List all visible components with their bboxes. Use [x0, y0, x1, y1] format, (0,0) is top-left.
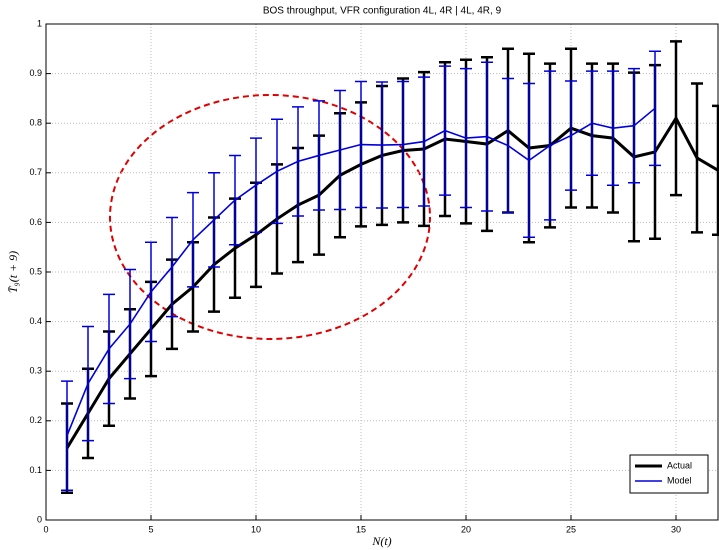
x-tick-label: 5 — [148, 524, 153, 534]
error-bar — [670, 40, 682, 197]
y-tick-label: 0.5 — [29, 266, 42, 276]
error-bar — [166, 216, 178, 318]
x-tick-label: 0 — [43, 524, 48, 534]
y-tick-label: 1 — [37, 18, 42, 28]
error-bar — [523, 82, 535, 239]
error-bar — [61, 380, 73, 491]
plot-frame — [45, 23, 719, 521]
x-tick-label: 10 — [251, 524, 261, 534]
highlight-ellipse — [109, 94, 431, 340]
error-bar — [145, 241, 157, 343]
y-tick-label: 0.6 — [29, 217, 42, 227]
legend-label: Model — [667, 475, 692, 485]
error-bar — [334, 89, 346, 211]
x-tick-label: 20 — [461, 524, 471, 534]
y-tick-label: 0 — [37, 514, 42, 524]
series-line — [65, 115, 719, 449]
error-bar — [208, 172, 220, 268]
legend-box — [629, 454, 709, 494]
x-tick-label: 15 — [356, 524, 366, 534]
error-bar — [187, 191, 199, 288]
error-bar — [502, 77, 514, 214]
legend-label: Actual — [667, 460, 692, 470]
error-bar — [376, 81, 388, 209]
error-bar — [82, 325, 94, 442]
x-axis-label: N(t) — [371, 534, 391, 548]
y-tick-label: 0.7 — [29, 167, 42, 177]
error-bar — [586, 70, 598, 177]
y-tick-label: 0.9 — [29, 68, 42, 78]
error-bar — [628, 67, 640, 184]
error-bar — [271, 118, 283, 225]
error-bar — [481, 61, 493, 212]
error-bar — [691, 82, 703, 234]
y-tick-label: 0.1 — [29, 465, 42, 475]
error-bar — [565, 80, 577, 191]
error-bar — [418, 76, 430, 207]
y-tick-label: 0.8 — [29, 118, 42, 128]
error-bar — [292, 106, 304, 217]
error-bar — [460, 67, 472, 209]
error-bar — [124, 268, 136, 380]
error-bar — [229, 154, 241, 246]
error-bar — [355, 80, 367, 209]
x-tick-label: 25 — [566, 524, 576, 534]
error-bar — [103, 293, 115, 405]
error-bar — [544, 70, 556, 221]
error-bar — [712, 104, 719, 237]
error-bar — [397, 80, 409, 209]
y-tick-label: 0.4 — [29, 316, 42, 326]
y-axis-label: T̄₉(t + 9) — [6, 251, 20, 293]
chart-title: BOS throughput, VFR configuration 4L, 4R… — [263, 6, 502, 17]
y-tick-label: 0.2 — [29, 415, 42, 425]
y-tick-label: 0.3 — [29, 366, 42, 376]
error-bar — [250, 137, 262, 234]
error-bar — [607, 70, 619, 186]
x-tick-label: 30 — [671, 524, 681, 534]
error-bar — [649, 50, 661, 167]
error-bar — [439, 65, 451, 196]
error-bar — [313, 100, 325, 211]
